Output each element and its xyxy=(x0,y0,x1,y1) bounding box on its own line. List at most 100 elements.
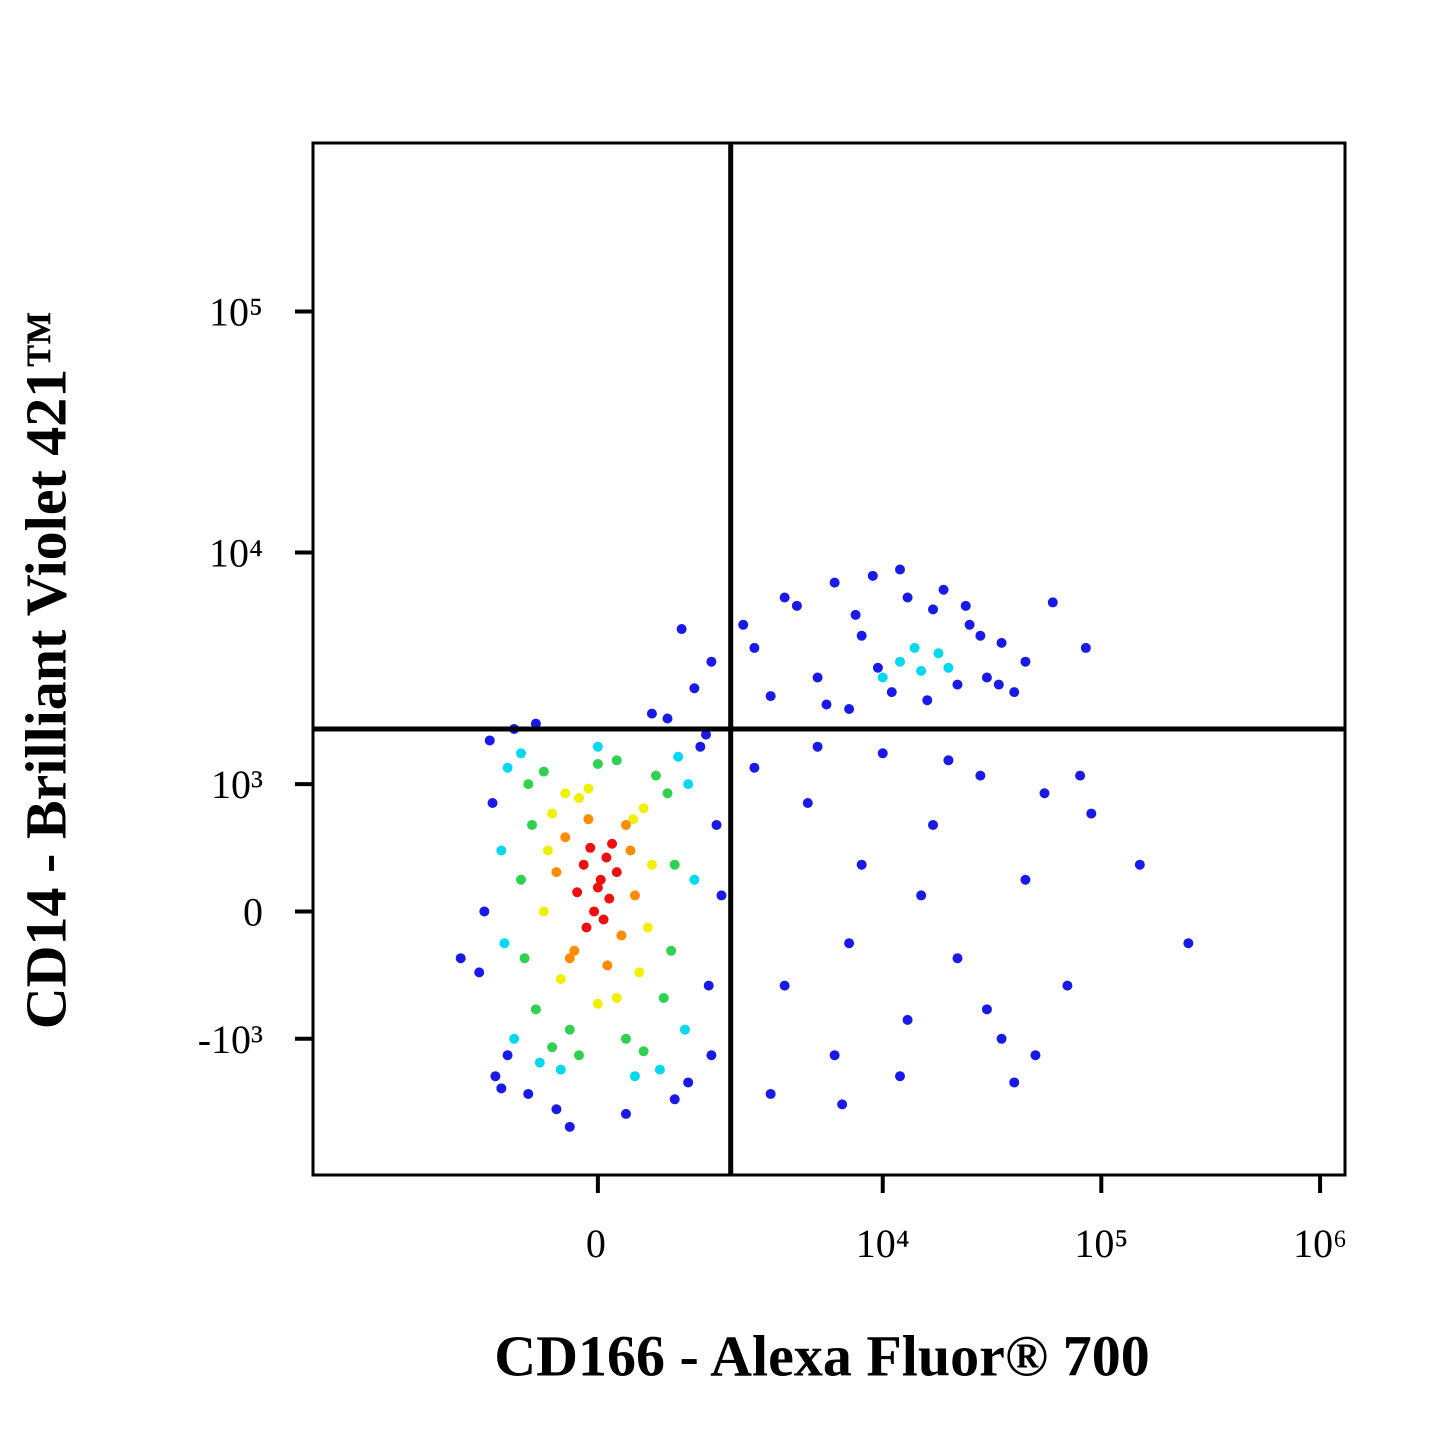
cell-event xyxy=(607,838,618,849)
cell-event xyxy=(564,1121,575,1132)
cell-event xyxy=(638,803,649,814)
cell-event xyxy=(669,859,680,870)
cell-event xyxy=(534,1057,545,1068)
cell-event xyxy=(555,974,566,985)
cell-event xyxy=(886,687,897,698)
cell-event xyxy=(538,906,549,917)
cell-event xyxy=(455,953,466,964)
cell-event xyxy=(952,953,963,964)
cell-event xyxy=(812,672,823,683)
cell-event xyxy=(765,691,776,702)
x-tick-label: 10⁴ xyxy=(856,1221,910,1266)
x-tick-label: 0 xyxy=(586,1221,606,1266)
cell-event xyxy=(551,1104,562,1115)
cell-event xyxy=(981,672,992,683)
cell-event xyxy=(716,890,727,901)
cell-event xyxy=(895,656,906,667)
cell-event xyxy=(916,665,927,676)
cell-event xyxy=(499,938,510,949)
cell-event xyxy=(1020,656,1031,667)
cell-event xyxy=(583,783,594,794)
cell-event xyxy=(573,1050,584,1061)
cell-event xyxy=(1075,770,1086,781)
cell-event xyxy=(829,1050,840,1061)
cell-event xyxy=(938,584,949,595)
cell-event xyxy=(856,630,867,641)
cell-event xyxy=(909,642,920,653)
cell-event xyxy=(1039,788,1050,799)
cell-event xyxy=(695,741,706,752)
points xyxy=(455,564,1194,1132)
cell-event xyxy=(611,867,622,878)
cell-event xyxy=(1009,1077,1020,1088)
cell-event xyxy=(616,930,627,941)
cell-event xyxy=(856,859,867,870)
cell-event xyxy=(711,819,722,830)
cell-event xyxy=(583,814,594,825)
cell-event xyxy=(1183,938,1194,949)
cell-event xyxy=(646,859,657,870)
cell-event xyxy=(496,845,507,856)
cell-event xyxy=(601,852,612,863)
cell-event xyxy=(791,600,802,611)
cell-event xyxy=(654,1064,665,1075)
cell-event xyxy=(960,600,971,611)
cell-event xyxy=(620,1108,631,1119)
cell-event xyxy=(689,683,700,694)
cell-event xyxy=(706,1050,717,1061)
cell-event xyxy=(560,788,571,799)
cell-event xyxy=(1062,980,1073,991)
cell-event xyxy=(502,762,513,773)
cell-event xyxy=(1009,687,1020,698)
cell-event xyxy=(673,751,684,762)
cell-event xyxy=(527,819,538,830)
cell-event xyxy=(975,770,986,781)
cell-event xyxy=(802,798,813,809)
cell-event xyxy=(650,770,661,781)
cell-event xyxy=(572,887,583,898)
cell-event xyxy=(547,808,558,819)
cell-event xyxy=(975,630,986,641)
cell-event xyxy=(1086,808,1097,819)
cell-event xyxy=(474,967,485,978)
cell-event xyxy=(629,1071,640,1082)
cell-event xyxy=(598,914,609,925)
y-tick-label: 10³ xyxy=(211,762,263,807)
cell-event xyxy=(516,874,527,885)
cell-event xyxy=(943,755,954,766)
cell-event xyxy=(1047,597,1058,608)
cell-event xyxy=(662,713,673,724)
cell-event xyxy=(578,859,589,870)
cell-event xyxy=(812,741,823,752)
y-tick-label: 0 xyxy=(243,889,263,934)
plot-frame xyxy=(311,141,1347,1177)
cell-event xyxy=(592,882,603,893)
cell-event xyxy=(573,793,584,804)
cell-event xyxy=(611,992,622,1003)
cell-event xyxy=(867,570,878,581)
cell-event xyxy=(996,1033,1007,1044)
cell-event xyxy=(844,703,855,714)
x-tick-label: 10⁶ xyxy=(1293,1221,1347,1266)
cell-event xyxy=(669,1094,680,1105)
cell-event xyxy=(658,992,669,1003)
cell-event xyxy=(519,953,530,964)
cell-event xyxy=(611,755,622,766)
cell-event xyxy=(592,998,603,1009)
cell-event xyxy=(683,1077,694,1088)
cell-event xyxy=(765,1088,776,1099)
cell-event xyxy=(523,779,534,790)
cell-event xyxy=(595,874,606,885)
cell-event xyxy=(844,938,855,949)
cell-event xyxy=(638,1046,649,1057)
cell-event xyxy=(538,766,549,777)
cell-event xyxy=(916,890,927,901)
cell-event xyxy=(585,842,596,853)
cell-event xyxy=(706,656,717,667)
cell-event xyxy=(902,1014,913,1025)
cell-event xyxy=(1134,859,1145,870)
cell-event xyxy=(479,906,490,917)
cell-event xyxy=(516,748,527,759)
cell-event xyxy=(1020,874,1031,885)
x-axis-title: CD166 - Alexa Fluor® 700 xyxy=(494,1323,1150,1388)
